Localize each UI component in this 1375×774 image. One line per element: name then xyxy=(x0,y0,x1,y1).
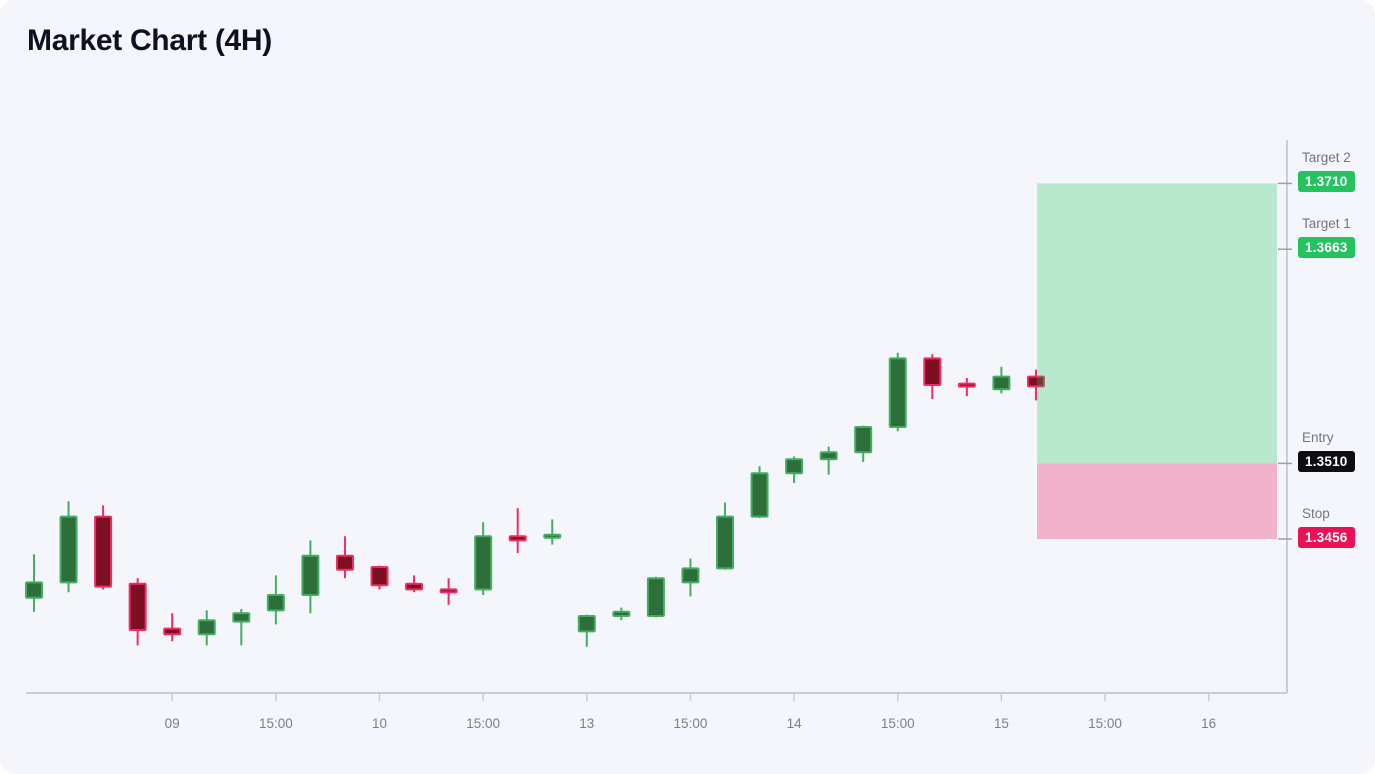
candle-body[interactable] xyxy=(923,357,942,386)
candle-body[interactable] xyxy=(25,581,43,599)
candle-body[interactable] xyxy=(957,382,976,388)
x-tick-label: 15:00 xyxy=(466,716,500,731)
candle-body[interactable] xyxy=(992,375,1011,391)
level-target-1: Target 1 1.3663 xyxy=(1298,216,1355,259)
x-tick-label: 15 xyxy=(994,716,1009,731)
level-entry: Entry 1.3510 xyxy=(1298,430,1355,473)
candle-body[interactable] xyxy=(577,615,596,633)
candle-body[interactable] xyxy=(508,535,527,542)
candle-body[interactable] xyxy=(854,426,873,454)
candle-body[interactable] xyxy=(819,451,838,461)
level-target-1-label: Target 1 xyxy=(1302,216,1351,232)
candle-body[interactable] xyxy=(888,357,907,428)
candle-body[interactable] xyxy=(543,533,562,539)
x-tick-label: 14 xyxy=(787,716,803,731)
candle-body[interactable] xyxy=(301,554,320,596)
candle-body[interactable] xyxy=(94,515,113,588)
level-target-2-badge[interactable]: 1.3710 xyxy=(1298,171,1355,193)
level-target-2: Target 2 1.3710 xyxy=(1298,150,1355,193)
candle-body[interactable] xyxy=(681,567,700,584)
x-tick-label: 10 xyxy=(372,716,387,731)
candle-body[interactable] xyxy=(439,588,458,594)
x-tick-label: 15:00 xyxy=(259,716,293,731)
candle-body[interactable] xyxy=(612,610,631,617)
level-target-2-label: Target 2 xyxy=(1302,150,1351,166)
loss-zone xyxy=(1037,463,1277,539)
candle-body[interactable] xyxy=(59,515,78,584)
x-tick-label: 15:00 xyxy=(674,716,708,731)
candle-body[interactable] xyxy=(785,458,804,475)
candle-body[interactable] xyxy=(646,577,665,618)
profit-zone xyxy=(1037,183,1277,464)
candle-body[interactable] xyxy=(163,627,182,636)
candle-body[interactable] xyxy=(1026,375,1045,388)
candle-body[interactable] xyxy=(335,554,354,571)
x-tick-label: 13 xyxy=(579,716,594,731)
x-tick-label: 16 xyxy=(1201,716,1216,731)
level-target-1-badge[interactable]: 1.3663 xyxy=(1298,237,1355,259)
candle-body[interactable] xyxy=(750,472,769,518)
x-tick-label: 15:00 xyxy=(881,716,915,731)
candle-body[interactable] xyxy=(405,582,424,591)
candle-body[interactable] xyxy=(232,612,251,623)
candle-body[interactable] xyxy=(197,619,216,636)
level-entry-label: Entry xyxy=(1302,430,1334,446)
candle-body[interactable] xyxy=(716,515,734,570)
level-stop-badge[interactable]: 1.3456 xyxy=(1298,527,1355,548)
level-entry-badge[interactable]: 1.3510 xyxy=(1298,451,1355,473)
candle-body[interactable] xyxy=(474,535,493,591)
x-tick-label: 09 xyxy=(165,716,180,731)
level-stop: Stop 1.3456 xyxy=(1298,506,1355,548)
candle-body[interactable] xyxy=(370,566,389,587)
page-title: Market Chart (4H) xyxy=(27,24,272,57)
level-stop-label: Stop xyxy=(1302,506,1330,521)
candle-body[interactable] xyxy=(128,582,147,631)
x-tick-label: 15:00 xyxy=(1088,716,1122,731)
candle-body[interactable] xyxy=(266,594,285,612)
